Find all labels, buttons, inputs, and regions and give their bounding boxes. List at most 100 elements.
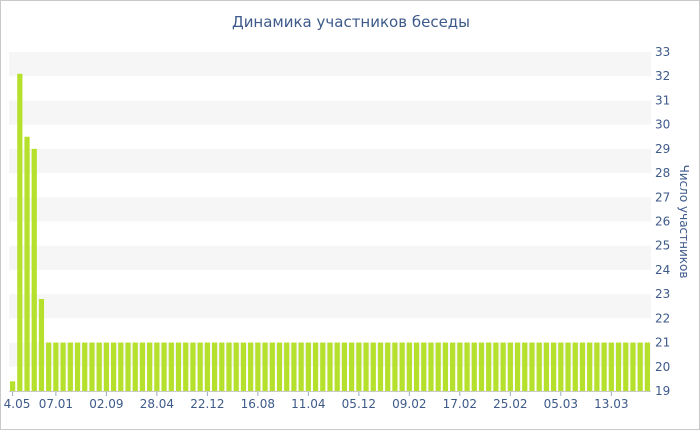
x-tick-label: 05.03 [544, 397, 578, 411]
bar [190, 342, 196, 391]
y-axis-ticks: 19 20 21 22 23 24 25 26 27 28 29 30 31 32 33 [655, 45, 670, 398]
bar [587, 342, 593, 391]
bar [110, 342, 117, 391]
grid-band [9, 245, 651, 270]
bar [175, 342, 182, 391]
chart-title: Динамика участников беседы [231, 13, 471, 31]
bar [428, 342, 434, 391]
bar [327, 342, 333, 391]
bar [125, 342, 131, 391]
bar [608, 342, 614, 391]
bar [211, 342, 218, 391]
bar [370, 342, 376, 391]
bar [298, 342, 304, 391]
bar [284, 342, 290, 391]
bar [579, 342, 586, 391]
bar [276, 342, 283, 391]
bar [623, 342, 629, 391]
bar [630, 342, 636, 391]
bar [536, 342, 542, 391]
y-tick-label: 21 [655, 336, 670, 350]
bar [406, 342, 412, 391]
bar [464, 342, 470, 391]
y-tick-label: 29 [655, 142, 670, 156]
bar [269, 342, 275, 391]
bar [31, 148, 37, 391]
bar [118, 342, 124, 391]
bar [543, 342, 550, 391]
x-tick-label: 09.02 [392, 397, 426, 411]
bar [147, 342, 153, 391]
grid-band [9, 197, 651, 222]
bar [615, 342, 622, 391]
bar [67, 342, 73, 391]
bar [219, 342, 225, 391]
bar [637, 342, 643, 391]
bar [385, 342, 391, 391]
y-axis-label: Число участников [677, 165, 691, 279]
bar [558, 342, 564, 391]
bar [161, 342, 167, 391]
bar [17, 73, 23, 391]
bar [53, 342, 59, 391]
grid-bands [9, 52, 651, 367]
bar [305, 342, 311, 391]
bar [377, 342, 384, 391]
bar [197, 342, 203, 391]
y-tick-label: 31 [655, 93, 670, 107]
bar [471, 342, 477, 391]
bar [514, 342, 521, 391]
x-tick-label: 22.12 [190, 397, 224, 411]
bar [240, 342, 247, 391]
bar [132, 342, 138, 391]
bar [349, 342, 355, 391]
bar [233, 342, 239, 391]
y-tick-label: 25 [655, 239, 670, 253]
bar [457, 342, 463, 391]
bar [486, 342, 492, 391]
bar [529, 342, 535, 391]
bar [320, 342, 326, 391]
bar [341, 342, 348, 391]
bar [204, 342, 210, 391]
bar [82, 342, 88, 391]
x-tick-label: 07.01 [39, 397, 73, 411]
grid-band [9, 148, 651, 174]
bar [255, 342, 261, 391]
bar [154, 342, 160, 391]
bar [291, 342, 297, 391]
y-tick-label: 27 [655, 190, 670, 204]
grid-band [9, 52, 651, 77]
bar [572, 342, 578, 391]
y-tick-label: 32 [655, 69, 670, 83]
bar [356, 342, 362, 391]
x-tick-label: 16.08 [241, 397, 275, 411]
bar-series [10, 73, 650, 391]
bar [96, 342, 102, 391]
y-tick-label: 22 [655, 311, 670, 325]
bar [601, 342, 607, 391]
y-tick-label: 26 [655, 215, 670, 229]
x-axis-ticks: 4.05 07.01 02.09 28.04 22.12 16.08 11.04 05.12 0… [4, 391, 629, 411]
bar [399, 342, 405, 391]
grid-band [9, 294, 651, 319]
bar [38, 298, 45, 391]
bar [478, 342, 485, 391]
bar [168, 342, 174, 391]
bar [551, 342, 557, 391]
bar [139, 342, 146, 391]
bar [74, 342, 81, 391]
y-tick-label: 23 [655, 287, 670, 301]
bar [522, 342, 528, 391]
bar [248, 342, 254, 391]
bar [262, 342, 268, 391]
y-tick-label: 20 [655, 360, 670, 374]
bar [46, 342, 52, 391]
x-tick-label: 13.03 [594, 397, 628, 411]
bar [226, 342, 232, 391]
y-tick-label: 28 [655, 166, 670, 180]
bar [435, 342, 441, 391]
grid-band [9, 100, 651, 125]
